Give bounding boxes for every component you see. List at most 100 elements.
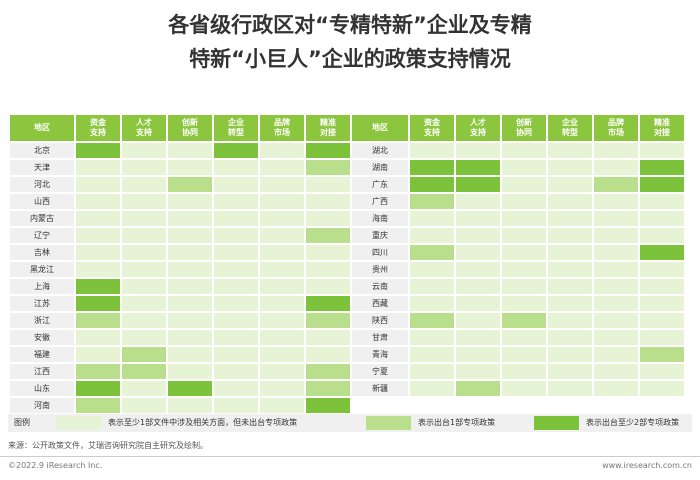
region-cell: 广西 [352, 194, 408, 209]
policy-level-cell [76, 262, 120, 277]
policy-level-cell [76, 160, 120, 175]
policy-level-cell [548, 160, 592, 175]
policy-level-cell [306, 381, 350, 396]
policy-level-cell [260, 194, 304, 209]
table-row: 青海 [352, 347, 684, 362]
policy-level-cell [122, 211, 166, 226]
policy-level-cell [410, 143, 454, 158]
policy-level-cell [410, 364, 454, 379]
policy-level-cell [260, 313, 304, 328]
region-cell: 山西 [10, 194, 74, 209]
region-cell: 内蒙古 [10, 211, 74, 226]
policy-level-cell [260, 245, 304, 260]
policy-level-cell [548, 245, 592, 260]
policy-level-cell [456, 143, 500, 158]
policy-level-cell [640, 160, 684, 175]
policy-level-cell [168, 194, 212, 209]
table-row: 山西 [10, 194, 350, 209]
policy-level-cell [168, 330, 212, 345]
policy-level-cell [306, 296, 350, 311]
policy-level-cell [410, 313, 454, 328]
region-cell: 上海 [10, 279, 74, 294]
policy-level-cell [456, 211, 500, 226]
policy-level-cell [214, 347, 258, 362]
left-policy-table: 地区 资金 支持 人才 支持 创新 协同 企业 转型 品牌 市场 精准 对接 北京 天津 河北山… [8, 113, 352, 415]
policy-level-cell [214, 143, 258, 158]
policy-level-cell [122, 313, 166, 328]
region-cell: 河北 [10, 177, 74, 192]
policy-level-cell [168, 313, 212, 328]
table-row: 吉林 [10, 245, 350, 260]
region-cell: 江苏 [10, 296, 74, 311]
policy-level-cell [306, 228, 350, 243]
policy-level-cell [76, 296, 120, 311]
policy-level-cell [640, 330, 684, 345]
policy-level-cell [122, 177, 166, 192]
column-header: 人才 支持 [122, 115, 166, 141]
region-cell: 新疆 [352, 381, 408, 396]
policy-level-cell [260, 330, 304, 345]
policy-level-cell [76, 194, 120, 209]
policy-level-cell [168, 381, 212, 396]
region-cell: 四川 [352, 245, 408, 260]
policy-level-cell [640, 313, 684, 328]
policy-level-cell [76, 143, 120, 158]
policy-level-cell [306, 364, 350, 379]
region-cell: 天津 [10, 160, 74, 175]
policy-level-cell [168, 279, 212, 294]
policy-level-cell [640, 211, 684, 226]
footer-divider [0, 456, 700, 457]
column-header: 创新 协同 [168, 115, 212, 141]
policy-level-cell [594, 330, 638, 345]
policy-level-cell [456, 296, 500, 311]
policy-level-cell [456, 194, 500, 209]
policy-level-cell [594, 262, 638, 277]
policy-level-cell [410, 262, 454, 277]
policy-level-cell [76, 177, 120, 192]
policy-level-cell [76, 347, 120, 362]
policy-level-cell [260, 177, 304, 192]
policy-level-cell [594, 177, 638, 192]
region-cell: 宁夏 [352, 364, 408, 379]
policy-level-cell [502, 160, 546, 175]
policy-level-cell [410, 381, 454, 396]
policy-level-cell [410, 347, 454, 362]
policy-level-cell [214, 160, 258, 175]
policy-level-cell [306, 347, 350, 362]
policy-level-cell [214, 381, 258, 396]
legend: 图例 表示至少1部文件中涉及相关方面，但未出台专项政策 表示出台1部专项政策 表… [8, 414, 692, 432]
table-row: 重庆 [352, 228, 684, 243]
policy-level-cell [306, 160, 350, 175]
policy-level-cell [640, 177, 684, 192]
policy-level-cell [122, 296, 166, 311]
policy-level-cell [548, 143, 592, 158]
region-cell: 西藏 [352, 296, 408, 311]
policy-level-cell [456, 381, 500, 396]
policy-level-cell [456, 262, 500, 277]
policy-level-cell [76, 228, 120, 243]
policy-level-cell [260, 296, 304, 311]
policy-level-cell [306, 398, 350, 413]
table-row: 黑龙江 [10, 262, 350, 277]
column-header: 企业 转型 [548, 115, 592, 141]
policy-level-cell [502, 279, 546, 294]
table-row: 上海 [10, 279, 350, 294]
legend-title: 图例 [14, 418, 30, 427]
table-row: 内蒙古 [10, 211, 350, 226]
policy-level-cell [76, 381, 120, 396]
policy-level-cell [594, 381, 638, 396]
table-row: 陕西 [352, 313, 684, 328]
table-row: 湖北 [352, 143, 684, 158]
policy-level-cell [214, 194, 258, 209]
policy-level-cell [306, 194, 350, 209]
policy-level-cell [456, 364, 500, 379]
policy-level-cell [640, 296, 684, 311]
policy-level-cell [122, 279, 166, 294]
policy-level-cell [502, 228, 546, 243]
policy-level-cell [122, 143, 166, 158]
policy-level-cell [76, 330, 120, 345]
policy-level-cell [640, 381, 684, 396]
table-row: 西藏 [352, 296, 684, 311]
policy-level-cell [214, 296, 258, 311]
policy-level-cell [594, 194, 638, 209]
